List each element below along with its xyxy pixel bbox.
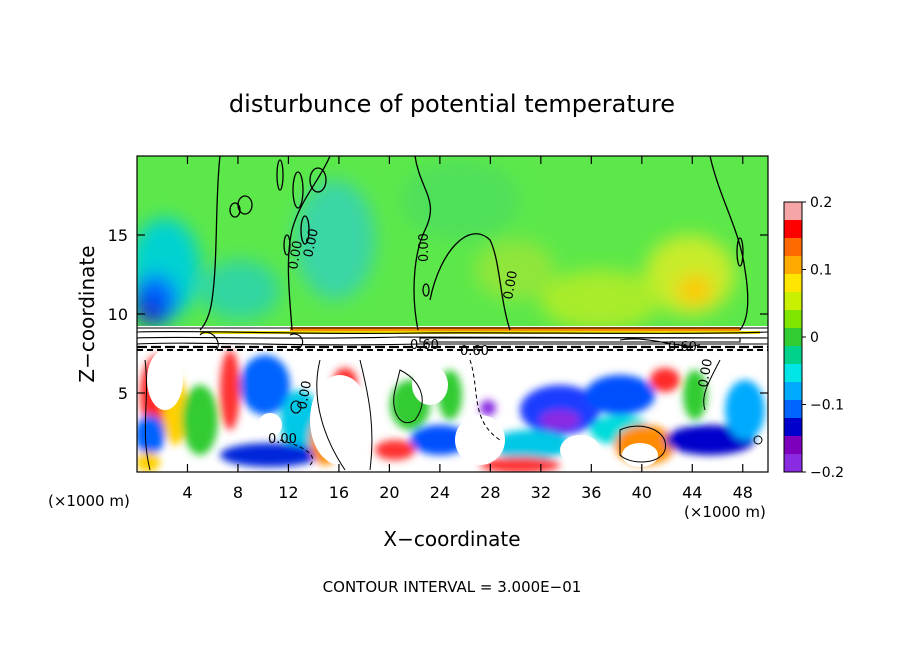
green-patch: [400, 160, 520, 240]
white-cell-5: [622, 443, 658, 467]
colorbar-tick-label: −0.2: [810, 465, 844, 481]
colorbar-swatch: [784, 454, 802, 473]
lower-red-5: [480, 457, 560, 472]
contour-label: 0.60: [460, 344, 489, 359]
x-axis-label: X−coordinate: [383, 527, 520, 551]
contour-label: 0.00: [301, 227, 322, 258]
lower-purple-1: [480, 400, 496, 416]
colorbar-tick-label: 0.1: [810, 263, 832, 279]
colorbar-swatch: [784, 418, 802, 437]
boundary-contours: [137, 327, 768, 351]
lower-red-6: [650, 368, 680, 392]
lower-contours: [144, 359, 763, 471]
lower-red-4: [375, 440, 415, 460]
white-cell-6: [258, 413, 282, 437]
colorbar-swatch: [784, 274, 802, 293]
lower-cyan-2: [490, 430, 570, 460]
x-tick-label: 28: [480, 483, 500, 502]
contour-label: 0.00: [696, 358, 716, 389]
x-tick-label: 16: [329, 483, 349, 502]
x-unit-left: (×1000 m): [48, 492, 130, 510]
x-tick-label: 44: [682, 483, 702, 502]
dark-blue-patch: [138, 300, 162, 324]
lower-red-2: [220, 350, 240, 430]
colorbar-swatch: [784, 238, 802, 257]
y-tick-label: 10: [108, 305, 128, 324]
chart-title: disturbunce of potential temperature: [229, 90, 675, 118]
teal-patch: [200, 260, 280, 320]
lower-purple-2: [540, 410, 580, 430]
plot-area: [137, 156, 768, 472]
white-cell-1: [147, 350, 183, 410]
contour-lines: [199, 156, 749, 331]
colorbar-swatch: [784, 202, 802, 221]
colorbar-swatch: [784, 292, 802, 311]
colorbar-swatch: [784, 328, 802, 347]
contour-label: 0.00: [417, 233, 432, 262]
cool-patch: [295, 180, 375, 300]
y-axis: 5 10 15: [108, 226, 768, 403]
colorbar-swatch: [784, 382, 802, 401]
lower-green-4: [683, 370, 707, 420]
orange-patch: [677, 275, 713, 305]
colorbar-swatch: [784, 256, 802, 275]
white-cell-7: [412, 365, 448, 405]
colorbar-swatch: [784, 220, 802, 239]
colorbar-swatch: [784, 310, 802, 329]
x-tick-label: 4: [182, 483, 192, 502]
x-tick-label: 24: [430, 483, 450, 502]
boundary-band-orange: [290, 327, 740, 331]
colorbar-tick-label: 0: [810, 330, 819, 346]
lower-cyan-1: [280, 390, 320, 450]
white-cell-3: [455, 415, 505, 465]
x-tick-label: 20: [379, 483, 399, 502]
contour-label: 0.00: [295, 380, 315, 411]
lower-green-1: [182, 385, 218, 455]
white-cell-2: [310, 375, 370, 465]
contour-label: 0.00: [286, 240, 306, 271]
colorbar: 0.2 0.1 0 −0.1 −0.2: [783, 195, 844, 481]
colorbar-swatch: [784, 436, 802, 455]
colorbar-swatch: [784, 346, 802, 365]
contour-label: 0.00: [268, 432, 297, 447]
lower-blue-1: [240, 355, 290, 415]
contour-labels: 0.00 0.00 0.00 0.00 0.60 0.60 0.60 0.00 …: [268, 227, 716, 447]
colorbar-tick-label: 0.2: [810, 195, 832, 211]
contour-label: 0.60: [668, 340, 697, 355]
x-tick-label: 12: [278, 483, 298, 502]
colorbar-tick-label: −0.1: [810, 398, 844, 414]
x-tick-label: 8: [233, 483, 243, 502]
lower-blue-3: [410, 425, 470, 455]
x-tick-label: 32: [531, 483, 551, 502]
x-tick-label: 40: [632, 483, 652, 502]
y-axis-label: Z−coordinate: [75, 245, 99, 382]
lower-blue-5: [585, 375, 655, 415]
contour-label: 0.00: [501, 270, 521, 301]
x-tick-label: 36: [581, 483, 601, 502]
x-axis: 4 8 12 16 20 24 28 32 36 40 44 48: [182, 156, 753, 502]
light-green-patch: [540, 270, 660, 330]
y-tick-label: 15: [108, 226, 128, 245]
yellow-patch: [645, 235, 735, 315]
colorbar-swatch: [784, 364, 802, 383]
colorbar-swatch: [784, 400, 802, 419]
lower-blue-2: [220, 443, 320, 467]
contour-interval-note: CONTOUR INTERVAL = 3.000E−01: [323, 578, 582, 596]
white-cell-4: [560, 435, 600, 465]
lower-cyan-4: [725, 380, 765, 440]
contour-label: 0.60: [410, 338, 439, 353]
y-tick-label: 5: [118, 384, 128, 403]
lower-blue-7: [137, 415, 165, 455]
x-unit-right: (×1000 m): [684, 503, 766, 521]
x-tick-label: 48: [733, 483, 753, 502]
